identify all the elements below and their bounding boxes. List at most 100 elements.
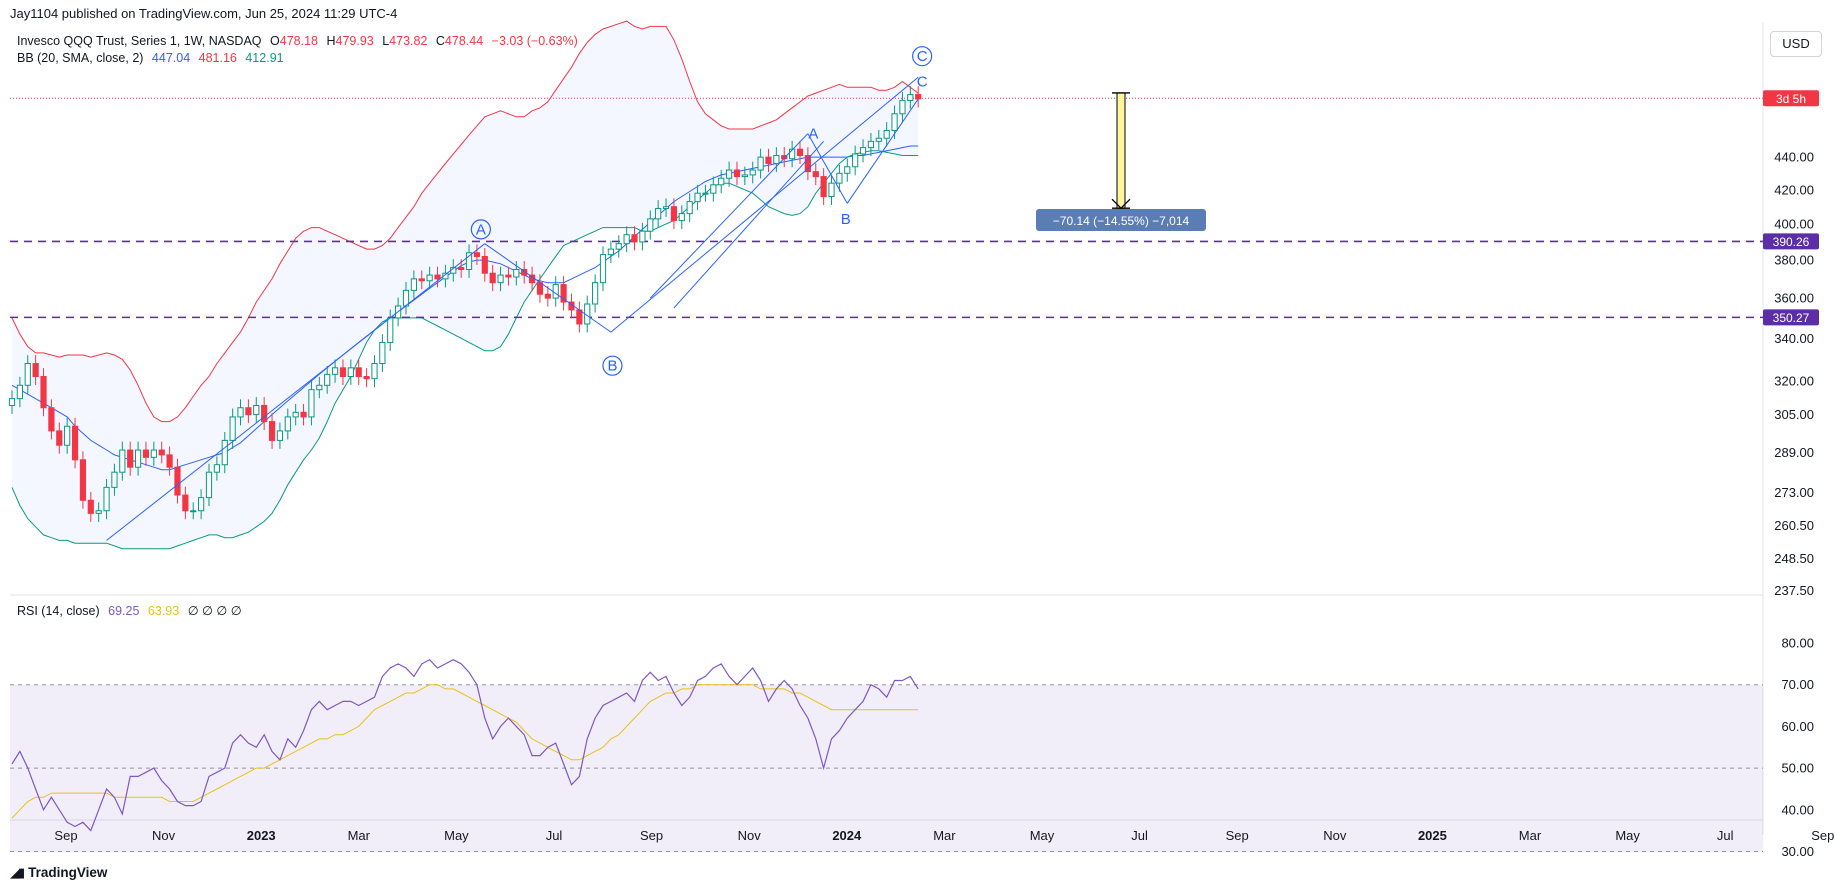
wave-label-circle [470,219,491,240]
time-tick-label: Nov [1323,828,1347,843]
candle-body [560,284,567,303]
candle-body [686,201,693,215]
high-number: 479.93 [335,34,374,48]
candle-body [8,398,16,406]
rsi-tick-label: 40.00 [1781,802,1814,817]
candle-body [836,172,843,184]
wave-label: B [841,211,851,228]
candle-body [339,367,347,377]
open-number: 478.18 [279,34,318,48]
price-tick-label: 305.00 [1774,407,1814,422]
candle-body [907,94,914,101]
time-tick-label: Mar [1519,828,1542,843]
time-tick-label: 2025 [1418,828,1447,843]
time-tick-label: May [1615,828,1640,843]
candle-body [150,449,157,458]
candle-body [576,309,583,325]
candle-body [331,367,339,375]
candle-body [237,407,244,418]
candle-body [828,182,835,198]
candle-body [379,341,386,365]
candle-body [505,274,512,278]
candle-body [229,416,236,441]
tradingview-logo-icon: ◢▮ [10,865,25,880]
rsi-tick-label: 70.00 [1781,677,1814,692]
candle-body [725,169,733,179]
symbol-legend[interactable]: Invesco QQQ Trust, Series 1, 1W, NASDAQ … [17,34,583,48]
bb-basis-line [11,145,919,471]
bb-legend[interactable]: BB (20, SMA, close, 2) 447.04 481.16 412… [17,51,289,65]
candle-body [473,252,481,257]
measure-label: −70.14 (−14.55%) −7,014 [1053,214,1190,228]
candle-body [48,407,55,432]
currency-button[interactable]: USD [1770,31,1822,57]
wave-label: C [917,74,928,91]
rsi-tick-label: 80.00 [1781,636,1814,651]
time-tick-label: May [1030,828,1055,843]
candle-body [899,99,906,115]
candle-body [363,375,370,380]
candle-body [647,218,654,232]
time-tick-label: Mar [348,828,371,843]
bollinger-band-fill [12,21,919,549]
candle-body [127,449,134,468]
candle-body [757,156,764,171]
candle-body [615,243,622,250]
candle-body [119,449,126,473]
wave-line [610,76,919,333]
candle-body [166,454,173,468]
publisher-line: Jay1104 published on TradingView.com, Ju… [10,6,398,21]
rsi-ma-value: 63.93 [147,604,180,618]
candle-body [655,207,662,220]
candle-body [883,129,890,139]
price-tick-label: 420.00 [1774,182,1814,197]
high-value: H479.93 [326,34,373,48]
price-tick-label: 237.50 [1774,583,1814,598]
level-price-label: 350.27 [1773,311,1810,325]
candle-body [253,404,260,416]
wave-line [846,98,919,204]
candle-body [710,184,717,194]
candle-body [528,274,536,284]
candle-body [812,171,819,178]
candle-body [804,155,811,173]
candle-body [182,494,189,512]
time-tick-label: Sep [54,828,77,843]
candle-body [174,466,181,496]
rsi-ma-line [11,684,919,819]
candle-body [859,147,867,155]
time-tick-label: Jul [1717,828,1734,843]
candle-body [198,497,205,512]
candle-body [891,113,898,131]
low-number: 473.82 [389,34,428,48]
candle-body [434,274,441,280]
wave-line [484,243,612,333]
price-tick-label: 400.00 [1774,217,1814,232]
symbol-name: Invesco QQQ Trust, Series 1, 1W, NASDAQ [17,34,262,48]
wave-label: C [917,48,928,65]
candle-body [796,148,804,157]
candle-body [536,282,544,295]
candle-body [765,156,772,165]
rsi-tick-label: 60.00 [1781,719,1814,734]
tradingview-brand: ◢▮ TradingView [10,865,107,881]
candle-body [844,166,851,174]
rsi-tick-label: 50.00 [1781,761,1814,776]
price-tick-label: 380.00 [1774,253,1814,268]
candle-body [544,293,551,299]
high-label: H [326,34,336,48]
time-tick-label: May [444,828,469,843]
rsi-line [11,658,919,832]
candle-body [371,363,378,380]
level-price-badge [1763,233,1819,250]
wave-label-circle [602,355,623,376]
candle-body [875,137,882,142]
rsi-legend[interactable]: RSI (14, close) 69.25 63.93 ∅ ∅ ∅ ∅ [17,603,247,618]
candle-body [355,367,362,377]
candle-body [410,278,417,291]
candle-body [308,389,315,418]
candle-body [268,421,276,441]
time-tick-label: Sep [1226,828,1249,843]
candle-body [324,373,331,386]
